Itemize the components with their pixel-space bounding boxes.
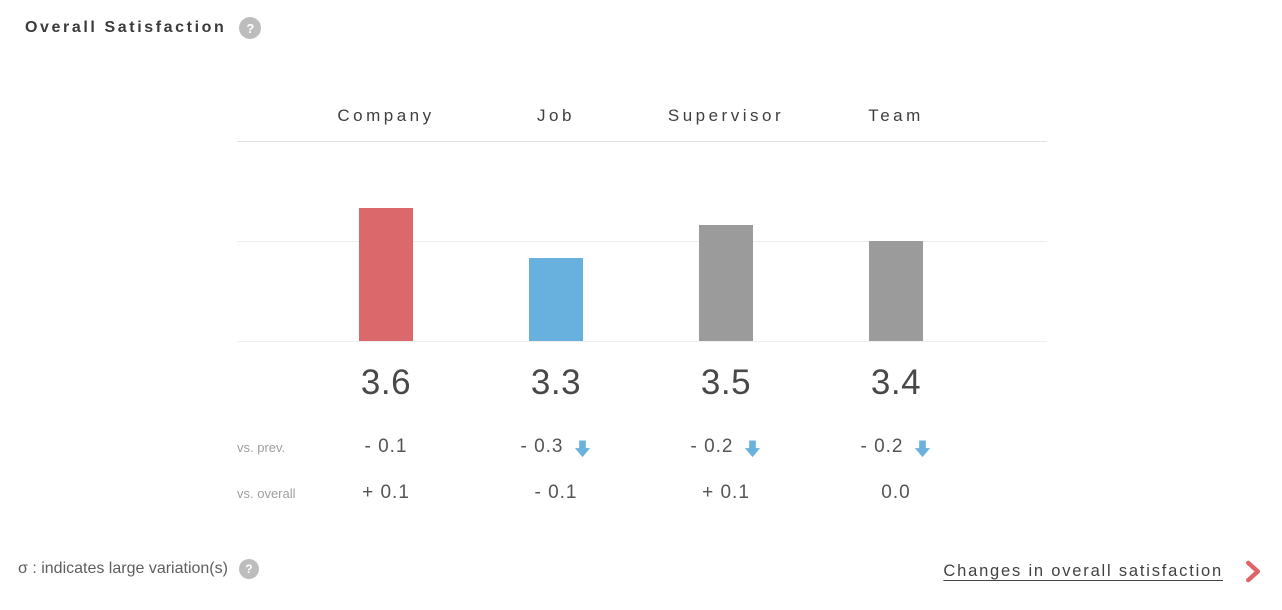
delta-value: 0.0 [881,482,911,503]
chevron-right-icon[interactable] [1245,560,1262,583]
row-label-vs-prev: vs. prev. [237,439,286,455]
plot-area [237,142,1047,342]
column-header-company: Company [337,105,435,125]
column-header-job: Job [537,105,575,125]
gridline [237,241,1047,242]
score-row: 3.6 3.3 3.5 3.4 [237,342,1047,424]
delta-value: - 0.2 [690,436,734,457]
delta-value: + 0.1 [362,482,410,503]
help-icon[interactable]: ? [238,559,259,579]
sigma-note: σ : indicates large variation(s) ? [18,559,259,579]
bar-supervisor [699,225,753,341]
score-team: 3.4 [870,363,922,402]
bar-company [359,208,413,341]
vs-prev-row: vs. prev. - 0.1 - 0.3 - 0.2 - 0.2 [237,424,1047,470]
delta-value: + 0.1 [702,482,750,503]
page-title: Overall Satisfaction [25,19,227,36]
vs-overall-job: - 0.1 [471,482,641,504]
vs-overall-row: vs. overall + 0.1 - 0.1 + 0.1 0.0 [237,470,1047,516]
down-arrow-icon [744,439,760,457]
vs-prev-company: - 0.1 [301,436,471,458]
widget-header: Overall Satisfaction ? [25,17,262,39]
down-arrow-icon [574,439,590,457]
score-job: 3.3 [530,363,582,402]
vs-prev-job: - 0.3 [471,436,641,458]
down-arrow-icon [914,439,930,457]
score-company: 3.6 [360,363,412,402]
changes-in-overall-satisfaction-link[interactable]: Changes in overall satisfaction [943,562,1223,580]
vs-prev-team: - 0.2 [811,436,981,458]
column-header-row: Company Job Supervisor Team [237,90,1047,142]
delta-value: - 0.3 [520,436,564,457]
vs-prev-supervisor: - 0.2 [641,436,811,458]
bar-job [529,258,583,341]
help-icon[interactable]: ? [239,17,262,39]
bars-row [237,142,1047,341]
bars-spacer [237,142,301,341]
vs-overall-company: + 0.1 [301,482,471,504]
bar-team [869,241,923,341]
satisfaction-bar-chart: Company Job Supervisor Team 3.6 3.3 3.5 … [237,90,1047,516]
column-header-supervisor: Supervisor [667,105,785,125]
delta-value: - 0.1 [364,436,408,457]
score-supervisor: 3.5 [700,363,752,402]
sigma-note-text: σ : indicates large variation(s) [18,560,228,577]
row-label-vs-overall: vs. overall [237,485,296,501]
vs-overall-supervisor: + 0.1 [641,482,811,504]
delta-value: - 0.2 [860,436,904,457]
column-header-team: Team [868,105,924,125]
vs-overall-team: 0.0 [811,482,981,504]
changes-link-group: Changes in overall satisfaction [943,560,1262,583]
delta-value: - 0.1 [534,482,578,503]
